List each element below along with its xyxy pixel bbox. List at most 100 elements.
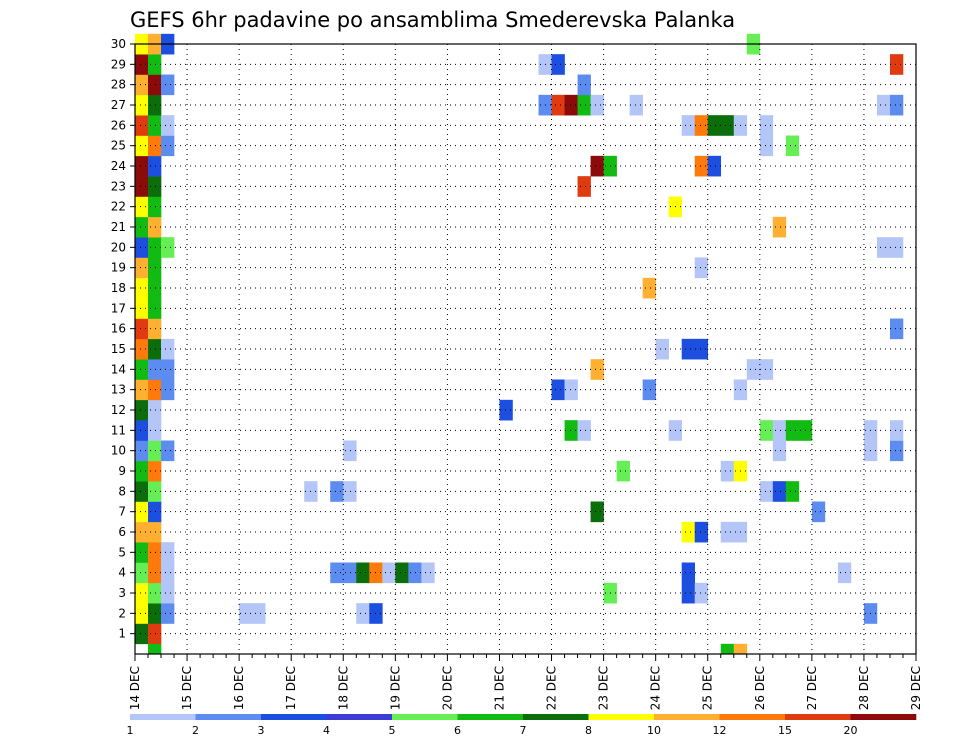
y-tick-label-1: 1 — [118, 627, 126, 641]
y-tick-label-8: 8 — [118, 484, 126, 498]
cell-52 — [148, 196, 162, 218]
y-tick-label-3: 3 — [118, 586, 126, 600]
cell-119 — [889, 420, 904, 441]
cell-31 — [161, 379, 175, 401]
cell-143 — [759, 135, 774, 157]
cell-3 — [148, 603, 162, 624]
cell-63 — [135, 94, 149, 116]
x-tick-label-5: 19 DEC — [388, 666, 402, 710]
cell-84 — [356, 562, 370, 584]
cell-161 — [551, 54, 565, 75]
x-tick-label-1: 15 DEC — [180, 666, 194, 710]
cell-152 — [551, 94, 565, 116]
cell-129 — [681, 338, 696, 360]
x-tick-label-10: 24 DEC — [649, 666, 663, 710]
x-tick-label-11: 25 DEC — [701, 666, 715, 710]
cell-36 — [148, 338, 162, 360]
cell-114 — [759, 420, 774, 441]
cell-89 — [421, 562, 435, 584]
y-tick-label-7: 7 — [118, 505, 126, 519]
y-tick-label-4: 4 — [118, 566, 126, 580]
cell-105 — [720, 460, 735, 482]
cell-19 — [148, 481, 162, 502]
cell-131 — [889, 318, 904, 340]
cell-1 — [148, 623, 162, 645]
cell-48 — [161, 237, 175, 258]
cell-69 — [148, 54, 162, 75]
cell-162 — [889, 54, 904, 75]
cell-76 — [356, 603, 370, 624]
cell-33 — [148, 359, 162, 380]
x-tick-label-6: 20 DEC — [440, 666, 454, 710]
cell-101 — [759, 481, 774, 502]
y-tick-label-11: 11 — [111, 423, 126, 437]
y-tick-label-14: 14 — [111, 362, 126, 376]
cell-107 — [343, 440, 357, 462]
cell-64 — [148, 94, 162, 116]
y-tick-label-16: 16 — [111, 322, 126, 336]
y-tick-label-20: 20 — [111, 240, 126, 254]
cell-4 — [161, 603, 175, 624]
colorbar-swatch-5 — [457, 714, 524, 720]
cell-111 — [564, 420, 578, 441]
cell-142 — [707, 155, 722, 177]
y-tick-label-27: 27 — [111, 98, 126, 112]
cell-66 — [148, 74, 162, 96]
y-tick-label-19: 19 — [111, 261, 126, 275]
y-tick-label-5: 5 — [118, 545, 126, 559]
colorbar-swatch-6 — [523, 714, 589, 720]
cell-130 — [694, 338, 709, 360]
cell-144 — [785, 135, 800, 157]
cell-49 — [135, 216, 149, 238]
cell-14 — [135, 521, 149, 543]
cell-61 — [148, 115, 162, 136]
cell-134 — [876, 237, 891, 258]
colorbar-label-4: 4 — [323, 724, 330, 737]
cell-90 — [681, 562, 696, 584]
cell-20 — [135, 460, 149, 482]
colorbar-swatch-8 — [654, 714, 720, 720]
cell-16 — [135, 501, 149, 523]
cell-18 — [135, 481, 149, 502]
cell-30 — [148, 379, 162, 401]
cell-154 — [577, 94, 591, 116]
cell-103 — [785, 481, 800, 502]
cell-29 — [135, 379, 149, 401]
colorbar-swatch-2 — [261, 714, 327, 720]
x-tick-label-0: 14 DEC — [128, 666, 142, 710]
cell-21 — [148, 460, 162, 482]
cell-39 — [148, 318, 162, 340]
cell-28 — [148, 399, 162, 421]
cell-6 — [148, 582, 162, 604]
cell-12 — [148, 542, 162, 563]
cell-157 — [876, 94, 891, 116]
cell-9 — [148, 562, 162, 584]
cells-layer — [135, 33, 904, 655]
x-tick-label-3: 17 DEC — [284, 666, 298, 710]
colorbar-swatch-10 — [785, 714, 851, 720]
cell-139 — [590, 155, 604, 177]
colorbar-swatch-4 — [392, 714, 458, 720]
cell-11 — [135, 542, 149, 563]
y-tick-label-6: 6 — [118, 525, 126, 539]
cell-25 — [135, 420, 149, 441]
cell-42 — [135, 277, 149, 299]
cell-150 — [759, 115, 774, 136]
cell-0 — [135, 623, 149, 645]
cell-55 — [135, 155, 149, 177]
cell-80 — [681, 582, 696, 604]
cell-96 — [590, 501, 604, 523]
colorbar-label-5: 5 — [389, 724, 396, 737]
colorbar-label-15: 15 — [778, 724, 792, 737]
cell-156 — [629, 94, 643, 116]
colorbar-label-3: 3 — [258, 724, 265, 737]
cell-56 — [148, 155, 162, 177]
cell-50 — [148, 216, 162, 238]
cell-145 — [681, 115, 696, 136]
colorbar-label-20: 20 — [844, 724, 858, 737]
x-tick-label-12: 26 DEC — [753, 666, 767, 710]
x-tick-label-13: 27 DEC — [805, 666, 819, 710]
cell-127 — [759, 359, 774, 380]
y-tick-label-25: 25 — [111, 139, 126, 153]
cell-104 — [616, 460, 630, 482]
